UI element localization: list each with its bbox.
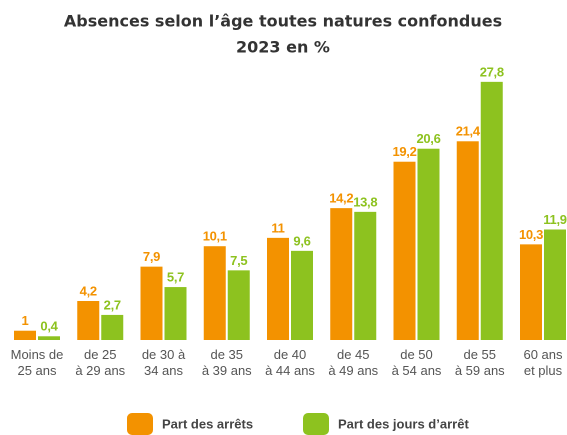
x-tick-label: 60 ans et plus [523,347,563,378]
value-label: 20,6 [416,131,440,146]
bar [480,81,503,340]
value-label: 0,4 [40,319,58,334]
bar [520,244,542,340]
value-label: 13,8 [353,194,377,209]
value-label: 14,2 [329,191,353,206]
chart-title: Absences selon l’âge toutes natures conf… [64,12,502,31]
x-tick-label: Moins de 25 ans [11,347,64,378]
bar [417,148,440,340]
value-label: 11,9 [543,212,566,227]
bar [330,208,353,340]
chart-subtitle: 2023 en % [236,38,330,57]
bar [14,330,36,340]
legend-label: Part des jours d’arrêt [338,416,469,431]
x-tick-label: de 45 à 49 ans [328,347,378,378]
bar [456,141,479,340]
value-label: 2,7 [104,297,121,312]
x-tick-label: de 25 à 29 ans [75,347,125,378]
x-tick-label: de 40 à 44 ans [265,347,315,378]
bar [267,237,289,340]
bar [140,266,163,340]
bar [393,161,416,340]
bar [227,270,250,340]
value-label: 10,3 [519,227,543,242]
bar [38,336,60,340]
x-tick-label: de 30 à 34 ans [142,347,186,378]
bar [77,301,100,340]
value-label: 9,6 [293,233,310,248]
legend-swatch [303,413,329,435]
value-label: 21,4 [456,124,481,139]
bar [203,246,226,340]
value-label: 7,9 [143,249,160,264]
value-label: 1 [22,313,29,328]
bar [354,211,377,340]
bar [101,314,124,340]
bar [544,229,566,340]
legend-swatch [127,413,153,435]
x-tick-label: de 55 à 59 ans [455,347,505,378]
value-label: 10,1 [203,229,227,244]
bar [291,250,313,340]
value-label: 11 [271,220,284,235]
value-label: 4,2 [80,283,97,298]
legend-label: Part des arrêts [162,416,253,431]
value-label: 19,2 [392,144,416,159]
value-label: 7,5 [230,253,247,268]
x-tick-label: de 50 à 54 ans [392,347,442,378]
bar [164,287,187,340]
x-tick-label: de 35 à 39 ans [202,347,252,378]
value-label: 27,8 [480,64,504,79]
value-label: 5,7 [167,270,184,285]
